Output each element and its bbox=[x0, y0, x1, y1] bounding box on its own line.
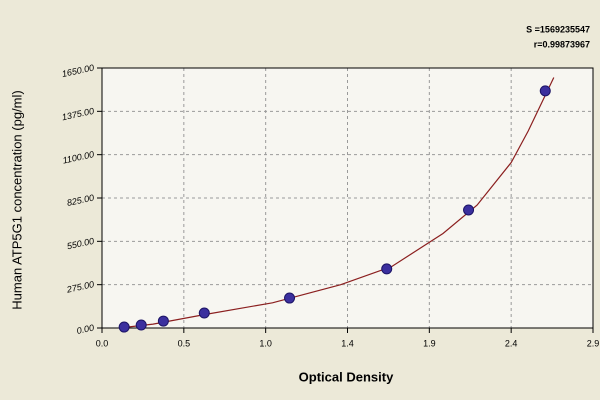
x-tick-label: 2.9 bbox=[587, 338, 600, 348]
annotation: S =1569235547 bbox=[526, 24, 590, 34]
x-tick-label: 1.0 bbox=[259, 338, 272, 348]
y-axis-label: Human ATP5G1 concentration (pg/ml) bbox=[9, 90, 24, 309]
data-point bbox=[198, 307, 210, 319]
data-point bbox=[381, 263, 393, 275]
x-tick-label: 1.4 bbox=[341, 338, 354, 348]
y-tick-label: 1100.00 bbox=[62, 149, 95, 165]
plot-border bbox=[101, 67, 594, 329]
x-tick-label: 1.9 bbox=[423, 338, 436, 348]
annotation: r=0.99873967 bbox=[534, 39, 590, 49]
x-tick-label: 0.0 bbox=[96, 338, 109, 348]
y-tick-label: 825.00 bbox=[66, 192, 95, 208]
x-tick-label: 0.5 bbox=[178, 338, 191, 348]
data-point bbox=[284, 292, 296, 304]
fit-curve bbox=[118, 77, 555, 329]
data-point bbox=[135, 319, 147, 331]
y-tick-label: 550.00 bbox=[66, 236, 95, 252]
y-tick-label: 1650.00 bbox=[61, 62, 95, 79]
y-tick-label: 1375.00 bbox=[61, 106, 95, 123]
data-point bbox=[118, 321, 130, 333]
data-point bbox=[157, 315, 169, 327]
data-point bbox=[463, 204, 475, 216]
y-tick-label: 0.00 bbox=[76, 322, 95, 335]
x-tick-label: 2.4 bbox=[505, 338, 518, 348]
y-tick-label: 275.00 bbox=[65, 279, 95, 295]
x-axis-label: Optical Density bbox=[299, 369, 394, 384]
data-point bbox=[539, 85, 551, 97]
